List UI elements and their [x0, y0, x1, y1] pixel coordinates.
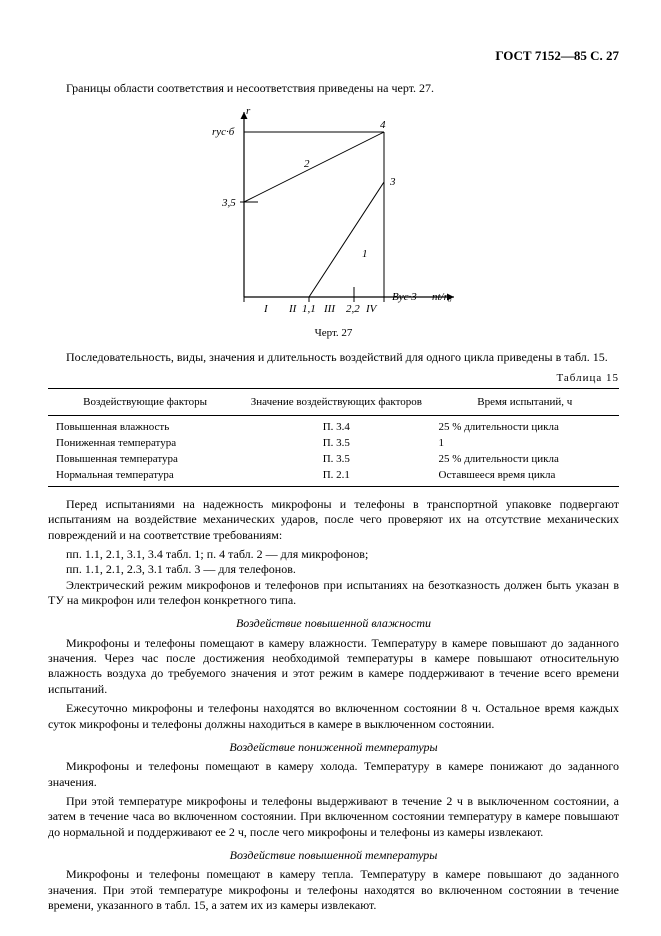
curve-2-label: 2	[304, 158, 310, 170]
page: ГОСТ 7152—85 С. 27 Границы области соотв…	[0, 0, 661, 936]
curve-1-label: 1	[362, 248, 368, 260]
sec2-head: Воздействие пониженной температуры	[48, 740, 619, 755]
y-mid-tick: 3,5	[221, 197, 236, 209]
th-factor: Воздействующие факторы	[48, 388, 242, 415]
sec1-p1: Микрофоны и телефоны помещают в камеру в…	[48, 636, 619, 697]
table-header-row: Воздействующие факторы Значение воздейст…	[48, 388, 619, 415]
th-time: Время испытаний, ч	[431, 388, 619, 415]
y-axis-label: r	[246, 105, 251, 117]
table-15: Воздействующие факторы Значение воздейст…	[48, 388, 619, 487]
cell-factor: Пониженная температура	[48, 435, 242, 451]
cell-time: Оставшееся время цикла	[431, 467, 619, 487]
para-after-3: пп. 1.1, 2.1, 2.3, 3.1 табл. 3 — для тел…	[48, 562, 619, 577]
roman-2: II	[288, 303, 298, 315]
roman-4: IV	[365, 303, 378, 315]
table-row: Повышенная влажность П. 3.4 25 % длитель…	[48, 415, 619, 435]
intro-2: Последовательность, виды, значения и дли…	[48, 350, 619, 365]
table-row: Повышенная температура П. 3.5 25 % длите…	[48, 451, 619, 467]
chart-27: r rус·б 3,5 1,1 2,2 Bус·3 nt/r₀ 1 2 3 4 …	[48, 102, 619, 322]
cell-time: 25 % длительности цикла	[431, 451, 619, 467]
cell-factor: Повышенная влажность	[48, 415, 242, 435]
x-axis-label-b: nt/r₀	[432, 291, 452, 303]
sec3-head: Воздействие повышенной температуры	[48, 848, 619, 863]
y-top-label: rус·б	[212, 126, 235, 138]
roman-3: III	[323, 303, 336, 315]
chart-caption: Черт. 27	[48, 326, 619, 340]
pt3-label: 3	[389, 176, 396, 188]
x-tick-1: 1,1	[302, 303, 316, 315]
sec2-p2: При этой температуре микрофоны и телефон…	[48, 794, 619, 840]
cell-value: П. 3.4	[242, 415, 430, 435]
cell-time: 1	[431, 435, 619, 451]
chart-svg: r rус·б 3,5 1,1 2,2 Bус·3 nt/r₀ 1 2 3 4 …	[194, 102, 474, 322]
sec2-p1: Микрофоны и телефоны помещают в камеру х…	[48, 759, 619, 790]
roman-1: I	[263, 303, 269, 315]
cell-value: П. 2.1	[242, 467, 430, 487]
cell-value: П. 3.5	[242, 435, 430, 451]
page-header: ГОСТ 7152—85 С. 27	[48, 48, 619, 65]
para-after-4: Электрический режим микрофонов и телефон…	[48, 578, 619, 609]
cell-time: 25 % длительности цикла	[431, 415, 619, 435]
x-tick-2: 2,2	[346, 303, 360, 315]
intro-1: Границы области соответствия и несоответ…	[48, 81, 619, 96]
sec3-p1: Микрофоны и телефоны помещают в камеру т…	[48, 867, 619, 913]
th-value: Значение воздействующих факторов	[242, 388, 430, 415]
cell-factor: Нормальная температура	[48, 467, 242, 487]
table-row: Нормальная температура П. 2.1 Оставшееся…	[48, 467, 619, 487]
pt4-label: 4	[380, 119, 386, 131]
cell-factor: Повышенная температура	[48, 451, 242, 467]
sec1-p2: Ежесуточно микрофоны и телефоны находятс…	[48, 701, 619, 732]
para-after-1: Перед испытаниями на надежность микрофон…	[48, 497, 619, 543]
x-axis-label-a: Bус·3	[392, 291, 417, 303]
table-15-label: Таблица 15	[48, 371, 619, 385]
cell-value: П. 3.5	[242, 451, 430, 467]
sec1-head: Воздействие повышенной влажности	[48, 616, 619, 631]
table-row: Пониженная температура П. 3.5 1	[48, 435, 619, 451]
para-after-2: пп. 1.1, 2.1, 3.1, 3.4 табл. 1; п. 4 таб…	[48, 547, 619, 562]
